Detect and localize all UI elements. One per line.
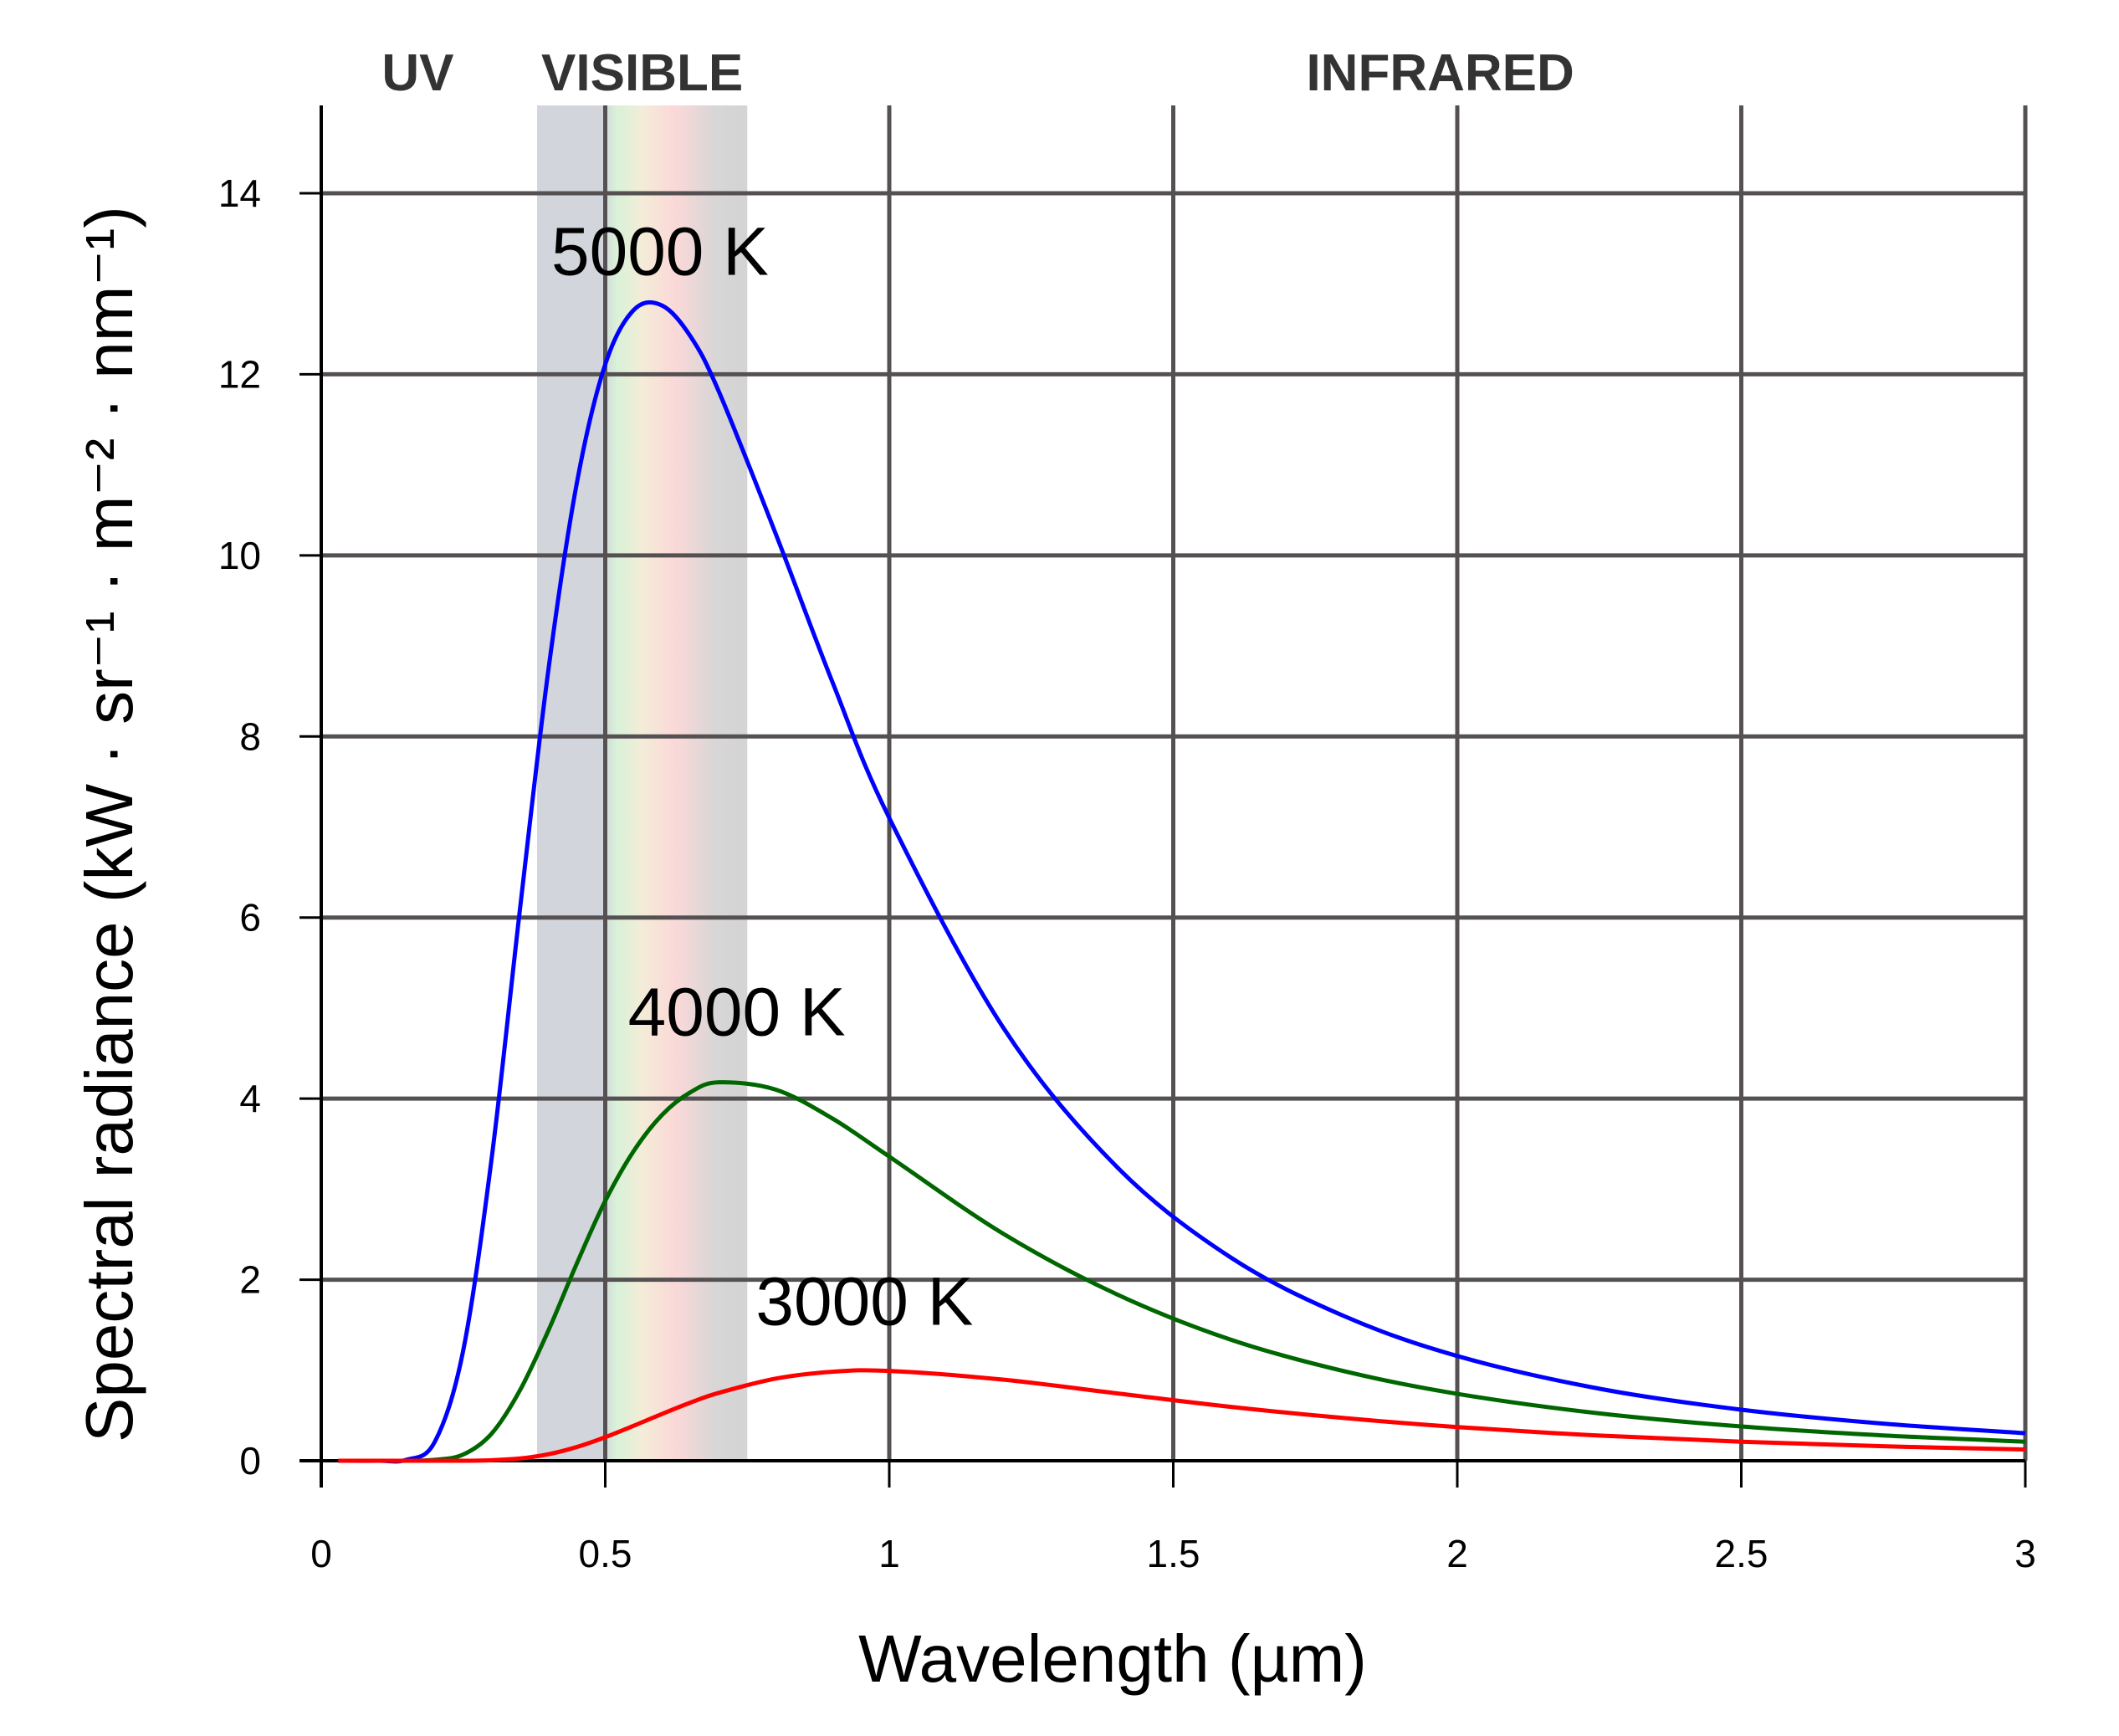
y-tick-label: 12 <box>218 352 261 396</box>
visible-spectrum-band <box>537 105 748 1461</box>
x-axis-title: Wavelength (µm) <box>858 1621 1367 1696</box>
grid <box>321 105 2028 1461</box>
series-line-3000k <box>338 1368 2026 1463</box>
y-tick-label: 4 <box>239 1077 261 1120</box>
series-line-5000k <box>338 300 2026 1464</box>
x-tick-label: 0 <box>310 1532 332 1575</box>
y-tick-label: 2 <box>239 1258 261 1302</box>
region-label-uv: UV <box>381 44 453 102</box>
x-tick-label: 1.5 <box>1147 1532 1200 1575</box>
axes: 0 2 4 6 8 10 12 14 0 0.5 1 1.5 2 2.5 3 <box>218 105 2036 1575</box>
x-tick-label: 0.5 <box>579 1532 632 1575</box>
y-tick-label: 6 <box>239 896 261 940</box>
curve-label-4000k: 4000 K <box>628 974 846 1050</box>
x-tick-label: 3 <box>2014 1532 2036 1575</box>
region-label-visible: VISIBLE <box>541 44 743 102</box>
curves <box>338 300 2026 1464</box>
y-tick-label: 8 <box>239 714 261 758</box>
x-tick-label: 1 <box>878 1532 900 1575</box>
curve-label-3000k: 3000 K <box>755 1264 973 1340</box>
x-tick-label: 2 <box>1446 1532 1468 1575</box>
y-tick-label: 14 <box>218 172 261 215</box>
y-axis-title: Spectral radiance (kW · sr⁻¹ · m⁻² · nm⁻… <box>72 206 146 1442</box>
y-tick-label: 10 <box>218 534 261 577</box>
x-tick-label: 2.5 <box>1715 1532 1768 1575</box>
series-line-4000k <box>338 1080 2026 1463</box>
labels: UV VISIBLE INFRARED 5000 K 4000 K 3000 K <box>381 44 1574 1340</box>
y-tick-label: 0 <box>239 1439 261 1483</box>
region-label-infrared: INFRARED <box>1306 44 1574 102</box>
curve-label-5000k: 5000 K <box>551 213 769 289</box>
